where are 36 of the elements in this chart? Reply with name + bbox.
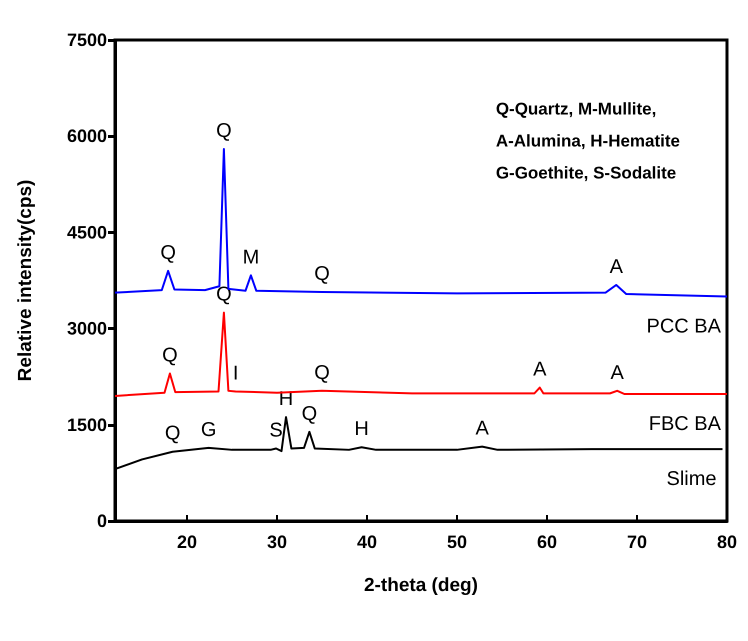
annotation: A (610, 256, 624, 278)
x-tick-label: 60 (536, 532, 558, 552)
y-tick-label: 3000 (66, 318, 107, 339)
y-tick-label: 0 (96, 511, 107, 531)
annotation: G (200, 418, 216, 441)
annotation: Q (216, 284, 232, 306)
annotation: H (354, 418, 369, 440)
x-tick-label: 40 (356, 532, 378, 552)
series-label: FBC BA (648, 413, 722, 436)
annotation: Q (164, 422, 180, 445)
x-tick-label: 70 (626, 532, 648, 552)
x-tick-label: 80 (716, 532, 738, 552)
x-tick-label: 30 (266, 532, 288, 552)
annotation: Q (160, 242, 176, 264)
x-axis-title: 2-theta (deg) (364, 575, 478, 596)
annotation: Q (162, 344, 178, 366)
y-axis-title: Relative intensity(cps) (15, 180, 36, 382)
x-tick-label: 20 (176, 532, 198, 552)
annotation: A (476, 418, 490, 440)
y-tick-label: 7500 (66, 30, 107, 50)
annotation: Q (314, 263, 330, 286)
annotation: M (242, 246, 260, 268)
series-label: PCC BA (646, 316, 722, 338)
y-tick-label: 4500 (66, 222, 107, 242)
annotation: Q-Quartz, M-Mullite, A-Alumina, H-Hematite G-Goethite, S-Sodalite (496, 100, 680, 182)
annotation: A (533, 358, 548, 381)
series-label: Slime (666, 468, 716, 490)
annotation: S (269, 420, 283, 442)
annotation: I (232, 362, 238, 384)
y-tick-label: 1500 (66, 414, 107, 435)
x-tick-label: 50 (446, 532, 468, 552)
annotation: Q (302, 402, 318, 425)
y-tick-label: 6000 (66, 126, 107, 146)
annotation: A (610, 362, 625, 384)
annotation: Q (216, 120, 232, 142)
annotation: Q (314, 362, 330, 384)
